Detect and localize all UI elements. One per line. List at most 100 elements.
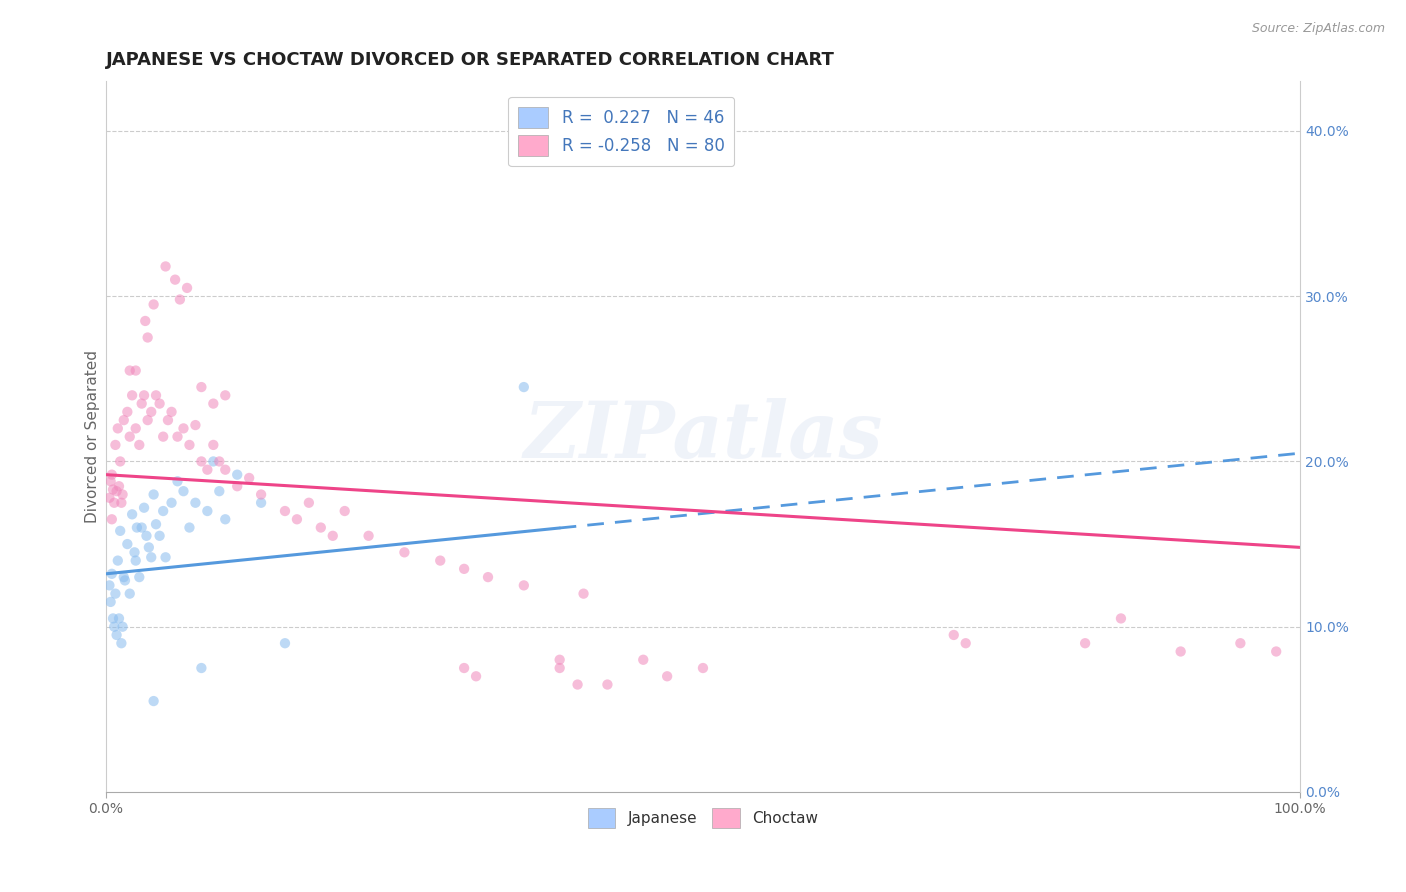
Point (238, 471, 260, 485)
Point (101, 467, 124, 482)
Point (131, 520, 153, 534)
Point (633, 653, 655, 667)
Point (655, 669, 678, 683)
Point (1074, 636, 1097, 650)
Point (108, 479, 131, 493)
Point (548, 653, 571, 667)
Point (572, 587, 595, 601)
Point (1229, 636, 1251, 650)
Point (141, 405, 163, 419)
Point (132, 388, 155, 402)
Point (100, 475, 122, 489)
Point (548, 661, 571, 675)
Point (166, 430, 188, 444)
Point (202, 438, 225, 452)
Point (285, 512, 308, 526)
Point (394, 545, 416, 559)
Point (135, 529, 157, 543)
Point (112, 570, 135, 584)
Y-axis label: Divorced or Separated: Divorced or Separated (86, 351, 100, 523)
Point (596, 677, 619, 691)
Point (118, 587, 141, 601)
Point (169, 293, 191, 307)
Point (274, 504, 297, 518)
Point (152, 430, 174, 444)
Point (131, 396, 153, 410)
Point (1265, 644, 1288, 658)
Point (145, 517, 167, 532)
Text: Source: ZipAtlas.com: Source: ZipAtlas.com (1251, 22, 1385, 36)
Point (125, 553, 148, 567)
Point (105, 628, 128, 642)
Point (567, 677, 589, 691)
Point (117, 405, 139, 419)
Point (172, 421, 194, 435)
Point (160, 496, 183, 510)
Point (101, 611, 124, 625)
Point (202, 454, 225, 468)
Point (214, 463, 236, 477)
Point (142, 297, 165, 311)
Point (357, 529, 380, 543)
Point (125, 421, 148, 435)
Point (111, 487, 134, 501)
Point (125, 520, 148, 534)
Point (214, 388, 236, 402)
Point (226, 467, 249, 482)
Point (121, 388, 143, 402)
Point (121, 508, 143, 522)
Text: JAPANESE VS CHOCTAW DIVORCED OR SEPARATED CORRELATION CHART: JAPANESE VS CHOCTAW DIVORCED OR SEPARATE… (105, 51, 835, 69)
Point (274, 636, 297, 650)
Point (156, 413, 179, 427)
Point (190, 380, 212, 394)
Point (134, 314, 156, 328)
Point (152, 504, 174, 518)
Point (1170, 644, 1192, 658)
Point (114, 574, 136, 588)
Point (104, 438, 127, 452)
Point (128, 570, 150, 584)
Point (226, 479, 249, 493)
Point (107, 421, 129, 435)
Point (107, 553, 129, 567)
Point (112, 413, 135, 427)
Point (513, 578, 536, 592)
Point (149, 396, 172, 410)
Point (160, 405, 183, 419)
Point (141, 550, 163, 565)
Point (179, 520, 201, 534)
Point (453, 661, 475, 675)
Point (111, 620, 134, 634)
Point (202, 396, 225, 410)
Point (108, 524, 131, 538)
Point (429, 553, 451, 567)
Point (942, 628, 965, 642)
Point (190, 454, 212, 468)
Point (117, 537, 139, 551)
Point (955, 636, 977, 650)
Point (465, 669, 488, 683)
Point (101, 512, 124, 526)
Point (195, 463, 218, 477)
Point (184, 418, 207, 433)
Point (118, 363, 141, 377)
Point (250, 496, 273, 510)
Point (108, 454, 131, 468)
Point (124, 545, 146, 559)
Point (142, 694, 165, 708)
Point (103, 620, 125, 634)
Point (149, 529, 172, 543)
Point (309, 520, 332, 534)
Point (138, 541, 160, 555)
Point (453, 562, 475, 576)
Point (110, 636, 132, 650)
Text: ZIPatlas: ZIPatlas (523, 399, 883, 475)
Point (155, 260, 177, 274)
Point (101, 566, 124, 581)
Point (513, 380, 536, 394)
Legend: Japanese, Choctaw: Japanese, Choctaw (582, 802, 824, 834)
Point (136, 330, 159, 344)
Point (184, 496, 207, 510)
Point (110, 496, 132, 510)
Point (98, 491, 121, 505)
